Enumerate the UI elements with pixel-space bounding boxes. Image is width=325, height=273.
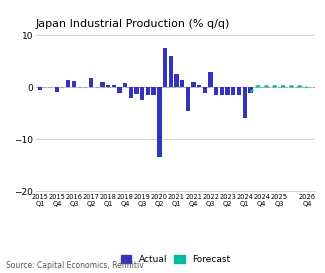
Bar (226, 87, 230, 95)
Bar (231, 87, 236, 95)
Bar (55, 87, 59, 91)
Bar (117, 87, 122, 93)
Bar (100, 82, 105, 87)
Bar (112, 85, 116, 87)
Bar (135, 87, 139, 94)
Bar (72, 81, 76, 87)
Bar (214, 87, 218, 95)
Bar (140, 87, 144, 100)
Bar (123, 83, 127, 87)
Bar (174, 75, 178, 87)
Bar (89, 78, 93, 87)
Bar (129, 87, 133, 98)
Bar (186, 87, 190, 111)
Bar (220, 87, 224, 95)
Bar (38, 87, 42, 90)
Bar (208, 72, 213, 87)
Bar (163, 49, 167, 87)
Bar (157, 87, 162, 157)
Bar (66, 80, 71, 87)
Text: Japan Industrial Production (% q/q): Japan Industrial Production (% q/q) (36, 19, 230, 29)
Bar (106, 85, 110, 87)
Bar (248, 87, 253, 93)
Text: Source: Capital Economics, Refinitiv: Source: Capital Economics, Refinitiv (6, 261, 144, 270)
Bar (191, 82, 196, 87)
Legend: Actual, Forecast: Actual, Forecast (121, 255, 230, 264)
Bar (197, 85, 201, 87)
Bar (203, 87, 207, 93)
Bar (180, 80, 184, 87)
Bar (169, 56, 173, 87)
Bar (146, 87, 150, 95)
Bar (237, 87, 241, 95)
Bar (151, 87, 156, 95)
Bar (242, 87, 247, 118)
